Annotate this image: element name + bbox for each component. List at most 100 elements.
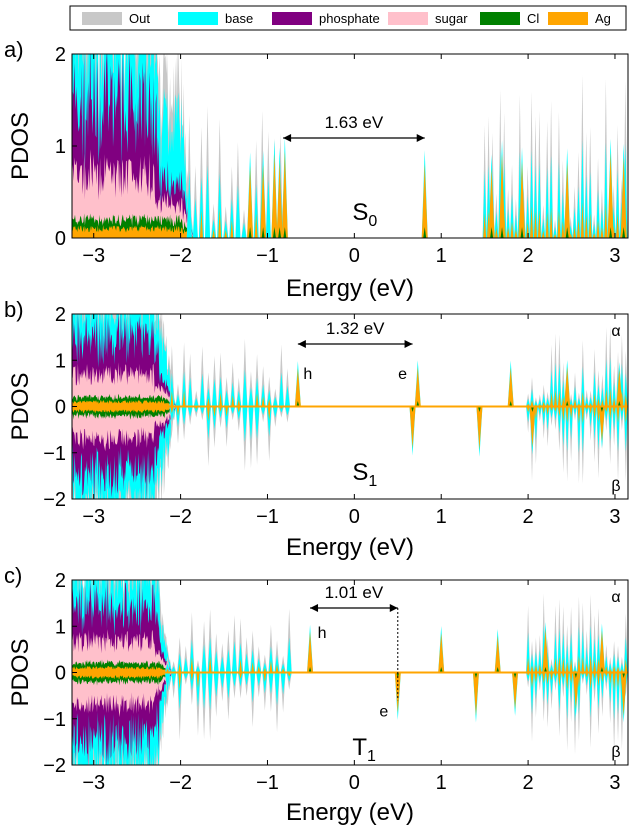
tail-ag-peak (166, 668, 170, 673)
state-cl-peak (278, 226, 282, 238)
state-cl-peak (248, 226, 252, 238)
tail-base-peak (217, 172, 223, 238)
cb-base-peak (592, 672, 597, 691)
tail-base-peak (171, 672, 177, 687)
cb-ag-peak (506, 227, 510, 238)
spin-alpha-label: α (611, 323, 620, 340)
tail-base-peak (250, 672, 256, 703)
tail-base-peak (211, 406, 217, 430)
state-subscript: 1 (367, 748, 376, 765)
x-tick-label: 2 (523, 245, 534, 267)
state-ag-peak (260, 164, 267, 238)
cb-base-peak (530, 388, 535, 407)
state-symbol: S (352, 459, 368, 486)
cb-ag-peak (530, 205, 534, 238)
cb-ag-peak (576, 219, 580, 238)
cb-ag-peak (542, 672, 546, 684)
tail-base-peak (213, 650, 219, 673)
tail-base-peak (238, 642, 244, 673)
tail-base-peak (266, 390, 272, 407)
cb-base-peak (557, 363, 562, 407)
cb-base-peak (557, 628, 562, 673)
x-tick-label: −2 (169, 506, 192, 528)
cb-base-peak (530, 653, 535, 673)
cb-base-peak (623, 406, 628, 452)
state-cl-peak (490, 226, 494, 238)
cb-base-peak (541, 393, 546, 407)
state-label: T1 (352, 734, 376, 765)
tail-base-peak (266, 406, 272, 437)
legend: Out base phosphate sugar Cl Ag (69, 5, 627, 31)
tail-ag-peak (219, 392, 223, 407)
tail-ag-peak (225, 406, 229, 417)
tail-base-peak (230, 406, 236, 414)
cb-base-peak (588, 406, 593, 428)
cb-base-peak (600, 387, 605, 407)
tail-base-peak (286, 637, 292, 673)
tail-base-peak (169, 372, 175, 407)
electron-label: e (398, 366, 407, 383)
state-ag-peak (476, 406, 483, 450)
cb-ag-peak (624, 406, 628, 424)
cb-ag-peak (588, 213, 592, 238)
cb-ag-peak (534, 672, 538, 683)
state-cl-peak (565, 226, 569, 238)
cb-ag-peak (550, 406, 554, 411)
x-tick-label: −1 (256, 245, 279, 267)
area-sugar-alpha (72, 149, 194, 238)
tail-base-peak (248, 406, 254, 441)
cb-base-peak (553, 226, 558, 238)
y-tick-label: 1 (55, 616, 66, 638)
tail-ag-peak (237, 406, 241, 413)
cb-ag-peak (483, 213, 487, 238)
cb-ag-peak (624, 394, 628, 407)
cb-ag-peak (593, 393, 597, 407)
cb-base-peak (573, 385, 578, 407)
cb-base-peak (596, 633, 601, 673)
area-ag-beta (72, 672, 172, 679)
gap-value-label: 1.01 eV (325, 583, 384, 602)
cb-base-peak (561, 632, 566, 673)
state-cl-peak (308, 666, 312, 673)
cb-base-peak (565, 672, 570, 720)
state-cl-peak (396, 672, 400, 679)
tail-ag-peak (178, 672, 182, 690)
tail-base-peak (242, 369, 248, 407)
state-symbol: S (352, 199, 368, 226)
cb-base-peak (584, 396, 589, 407)
cb-base-peak (533, 165, 538, 238)
cb-ag-peak (616, 666, 620, 673)
tail-base-peak (201, 644, 207, 673)
cb-base-peak (592, 223, 597, 238)
tail-base-peak (192, 198, 198, 238)
tail-base-peak (171, 666, 177, 673)
tail-ag-peak (239, 658, 243, 673)
x-axis-label: Energy (eV) (286, 799, 414, 826)
state-ag-peak (438, 633, 445, 673)
cb-base-peak (573, 665, 578, 673)
cb-ag-peak (553, 390, 557, 407)
tail-base-peak (278, 406, 284, 413)
cb-ag-peak (585, 663, 589, 673)
tail-base-peak (183, 657, 189, 673)
gap-arrow-head-left (283, 134, 292, 142)
cb-ag-peak (545, 212, 549, 238)
state-cl-peak (411, 406, 415, 413)
cb-base-peak (541, 672, 546, 702)
tail-base-peak (195, 665, 201, 673)
state-ag-peak (421, 164, 428, 238)
legend-swatch-ag (548, 12, 588, 25)
state-ag-peak (494, 635, 501, 673)
cb-ag-peak (593, 406, 597, 419)
cb-base-peak (584, 406, 589, 415)
tail-base-peak (211, 378, 217, 407)
tail-base-peak (230, 381, 236, 407)
cb-ag-peak (542, 406, 546, 414)
cb-base-peak (604, 655, 609, 673)
plot-area (72, 314, 628, 499)
cb-ag-peak (561, 406, 565, 422)
tail-ag-peak (182, 390, 186, 407)
state-ag-peak (499, 153, 506, 238)
